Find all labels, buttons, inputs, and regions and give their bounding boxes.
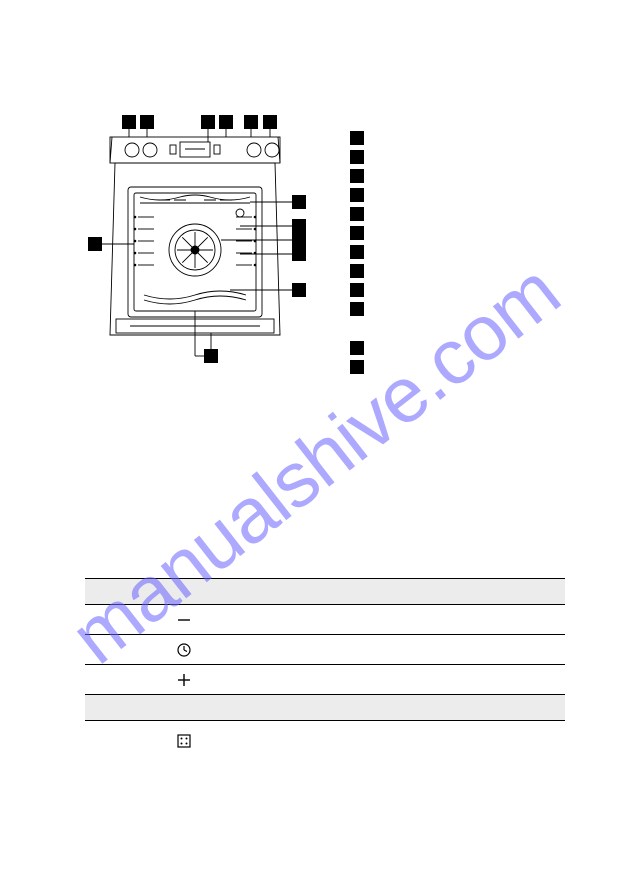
legend-marker <box>350 226 364 240</box>
legend-marker <box>350 264 364 278</box>
oven-diagram <box>110 125 310 370</box>
legend-marker-column <box>350 131 370 379</box>
callout-top-6 <box>263 115 277 129</box>
legend-marker <box>350 341 364 355</box>
callout-top-5 <box>244 115 258 129</box>
table-row <box>85 605 565 635</box>
callout-top-1 <box>122 115 136 129</box>
page-footer <box>85 823 565 853</box>
legend-marker <box>350 360 364 374</box>
callout-right-1 <box>292 195 306 209</box>
legend-marker <box>350 150 364 164</box>
callout-bottom-1 <box>204 349 218 363</box>
dice-icon <box>175 732 193 750</box>
legend-marker <box>350 131 364 145</box>
symbol-table <box>85 578 565 761</box>
legend-marker <box>350 188 364 202</box>
callout-top-2 <box>140 115 154 129</box>
callout-right-3 <box>292 233 306 247</box>
clock-icon <box>175 641 193 659</box>
callout-right-5 <box>292 283 306 297</box>
table-header-row <box>85 579 565 605</box>
table-header-row <box>85 695 565 721</box>
legend-marker <box>350 283 364 297</box>
legend-marker <box>350 169 364 183</box>
table-row <box>85 635 565 665</box>
callout-right-2 <box>292 219 306 233</box>
plus-icon <box>175 671 193 689</box>
table-row <box>85 721 565 761</box>
minus-icon <box>175 611 193 629</box>
legend-marker <box>350 207 364 221</box>
callout-top-3 <box>201 115 215 129</box>
callout-top-4 <box>219 115 233 129</box>
callout-right-4 <box>292 247 306 261</box>
legend-marker <box>350 302 364 316</box>
legend-marker <box>350 245 364 259</box>
table-row <box>85 665 565 695</box>
callout-left-1 <box>88 237 102 251</box>
